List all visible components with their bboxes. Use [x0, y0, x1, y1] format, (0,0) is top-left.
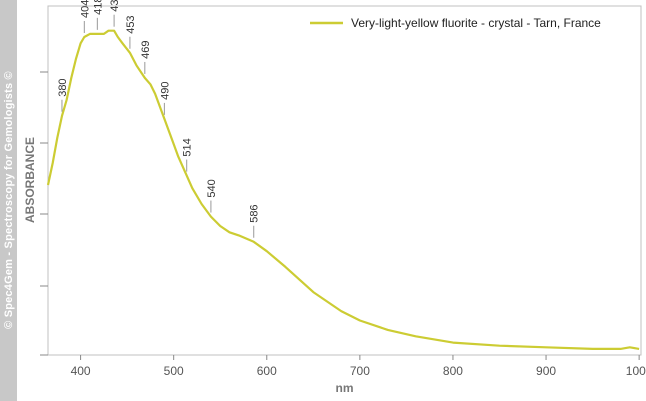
- y-axis-title: ABSORBANCE: [23, 137, 37, 223]
- peak-label: 540: [206, 179, 218, 197]
- peak-label: 490: [159, 82, 171, 100]
- peak-label: 586: [249, 204, 261, 222]
- x-tick-label: 500: [164, 364, 184, 378]
- peak-label: 514: [182, 138, 194, 156]
- plot-frame: [47, 5, 642, 356]
- x-tick-label: 1000: [626, 364, 646, 378]
- copyright-sidebar: © Spec4Gem - Spectroscopy for Gemologist…: [0, 0, 17, 401]
- peak-label: 469: [140, 41, 152, 59]
- peak-label: 418: [92, 0, 104, 15]
- spectrum-line: [46, 29, 640, 350]
- peak-label: 404: [79, 0, 91, 18]
- x-tick-label: 600: [257, 364, 277, 378]
- peak-label: 380: [57, 78, 69, 96]
- peak-label: 436: [109, 0, 121, 12]
- x-tick-label: 400: [71, 364, 91, 378]
- x-tick-label: 800: [443, 364, 463, 378]
- x-axis-title: nm: [336, 381, 354, 395]
- legend-label: Very-light-yellow fluorite - crystal - T…: [351, 16, 601, 30]
- x-tick-label: 900: [536, 364, 556, 378]
- x-tick-label: 700: [350, 364, 370, 378]
- peak-label: 453: [125, 15, 137, 33]
